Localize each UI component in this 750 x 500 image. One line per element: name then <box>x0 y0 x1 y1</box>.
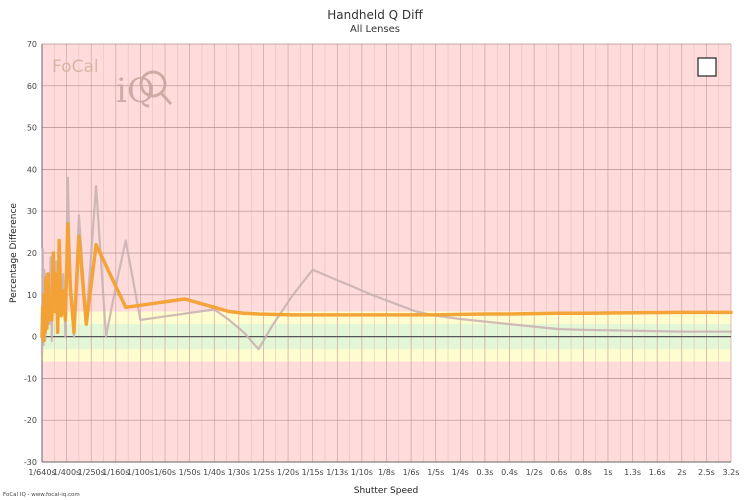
y-tick-label: 40 <box>27 165 37 174</box>
x-tick-label: 1/6s <box>403 468 420 477</box>
y-tick-label: 10 <box>27 291 37 300</box>
x-tick-label: 1/100s <box>127 468 154 477</box>
watermark-logo: FoCal iQ <box>52 57 173 111</box>
chart-subtitle: All Lenses <box>350 24 400 35</box>
x-tick-label: 1/20s <box>277 468 299 477</box>
x-tick-label: 0.4s <box>501 468 518 477</box>
y-tick-label: 30 <box>27 207 37 216</box>
x-tick-label: 1/8s <box>378 468 395 477</box>
x-tick-label: 0.8s <box>575 468 592 477</box>
y-tick-label: 0 <box>32 333 37 342</box>
x-tick-label: 0.3s <box>476 468 493 477</box>
x-tick-label: 1/4s <box>452 468 469 477</box>
logo-focal-text: FoCal <box>52 57 99 77</box>
x-tick-label: 0.6s <box>550 468 567 477</box>
x-tick-label: 1/15s <box>302 468 324 477</box>
y-tick-label: -20 <box>24 416 37 425</box>
x-tick-label: 1.6s <box>649 468 666 477</box>
y-tick-label: 50 <box>27 124 37 133</box>
magnifier-icon <box>139 70 167 98</box>
x-tick-label: 1/2s <box>526 468 543 477</box>
y-tick-label: 60 <box>27 82 37 91</box>
x-tick-label: 1/60s <box>154 468 176 477</box>
y-axis-label: Percentage Difference <box>9 203 19 303</box>
x-tick-label: 3.2s <box>723 468 740 477</box>
series-line-2 <box>40 221 733 343</box>
logo-iq-text: iQ <box>116 71 155 111</box>
x-tick-label: 1/250s <box>78 468 105 477</box>
y-tick-label: -10 <box>24 374 37 383</box>
y-tick-label: 70 <box>27 40 37 49</box>
x-tick-label: 2s <box>677 468 686 477</box>
x-tick-label: 1/13s <box>326 468 348 477</box>
legend-toggle-button[interactable] <box>697 57 717 77</box>
footer-credit: FoCal IQ - www.focal-iq.com <box>3 492 80 498</box>
x-tick-label: 1s <box>603 468 612 477</box>
x-tick-label: 1.3s <box>624 468 641 477</box>
chart-title: Handheld Q Diff <box>327 8 423 22</box>
x-tick-label: 1/25s <box>252 468 274 477</box>
x-tick-label: 1/30s <box>228 468 250 477</box>
x-tick-label: 1/40s <box>203 468 225 477</box>
x-axis-label: Shutter Speed <box>354 486 419 496</box>
x-tick-label: 1/160s <box>102 468 129 477</box>
x-tick-label: 1/5s <box>427 468 444 477</box>
x-tick-label: 1/640s <box>28 468 55 477</box>
magnifier-handle <box>160 92 173 106</box>
plot-area: -30-20-100102030405060701/640s1/400s1/25… <box>24 40 740 477</box>
y-tick-label: 20 <box>27 249 37 258</box>
y-tick-label: -30 <box>24 458 37 467</box>
x-tick-label: 1/400s <box>53 468 80 477</box>
x-tick-label: 2.5s <box>698 468 715 477</box>
x-tick-label: 1/10s <box>351 468 373 477</box>
x-tick-label: 1/50s <box>179 468 201 477</box>
